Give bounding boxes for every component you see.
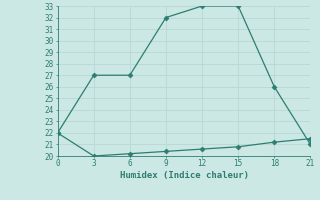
X-axis label: Humidex (Indice chaleur): Humidex (Indice chaleur) — [119, 171, 249, 180]
